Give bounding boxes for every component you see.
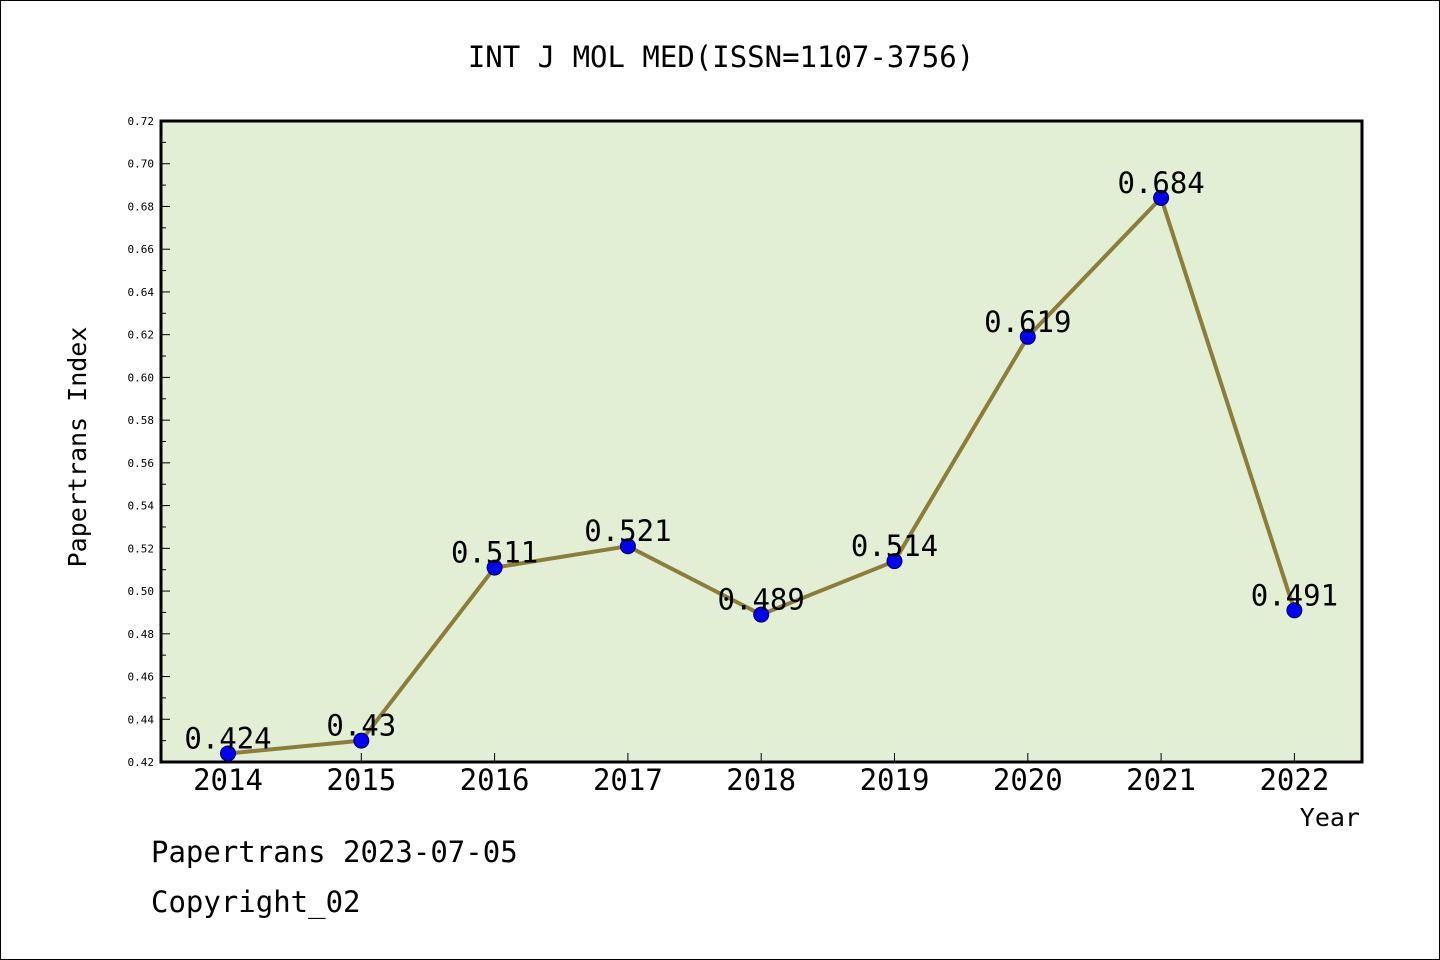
y-tick-label: 0.44: [128, 713, 155, 726]
data-label-2017: 0.521: [584, 514, 671, 548]
x-tick-label: 2017: [593, 763, 663, 797]
y-tick-label: 0.64: [128, 286, 155, 299]
y-tick-label: 0.50: [128, 585, 155, 598]
y-tick-label: 0.46: [128, 671, 155, 684]
data-point-2018: [753, 606, 770, 623]
data-label-2020: 0.619: [984, 305, 1071, 339]
chart-title: INT J MOL MED(ISSN=1107-3756): [468, 40, 974, 74]
data-point-2014: [220, 745, 236, 762]
data-label-2019: 0.514: [851, 529, 938, 563]
y-tick-label: 0.72: [128, 115, 155, 128]
series-markers: [220, 189, 1303, 762]
data-point-2020: [1019, 328, 1036, 345]
y-tick-label: 0.54: [128, 500, 155, 513]
data-point-2019: [886, 553, 903, 570]
data-label-2014: 0.424: [184, 721, 271, 755]
x-axis-ticks: 2014 2015 2016 2017 2018 2019 2020 2021 2022: [193, 753, 1329, 797]
data-label-2021: 0.684: [1117, 166, 1204, 200]
y-tick-label: 0.68: [128, 200, 155, 213]
x-tick-label: 2022: [1259, 763, 1329, 797]
data-point-2022: [1286, 602, 1303, 619]
data-point-2021: [1153, 189, 1170, 206]
footer-copyright: Copyright_02: [151, 885, 361, 919]
y-axis-label: Papertrans Index: [63, 327, 92, 568]
y-tick-label: 0.66: [128, 243, 155, 256]
data-labels: 0.424 0.43 0.511 0.521 0.489 0.514 0.619 0.684 0…: [184, 166, 1338, 756]
x-tick-label: 2019: [860, 763, 930, 797]
y-tick-label: 0.48: [128, 628, 155, 641]
x-tick-label: 2014: [193, 763, 263, 797]
y-axis-ticks: 0.42 0.44 0.46 0.48 0.50 0.52 0.54 0.56 0.58 0.60…: [128, 115, 170, 769]
x-tick-label: 2016: [460, 763, 530, 797]
y-tick-label: 0.58: [128, 414, 155, 427]
y-tick-label: 0.42: [128, 756, 155, 769]
x-axis-label: Year: [1300, 803, 1360, 832]
data-label-2018: 0.489: [718, 583, 805, 617]
footer-date: Papertrans 2023-07-05: [151, 835, 518, 869]
x-tick-label: 2018: [726, 763, 796, 797]
data-point-2016: [486, 559, 503, 576]
y-tick-label: 0.56: [128, 457, 155, 470]
y-tick-label: 0.52: [128, 542, 155, 555]
y-tick-label: 0.70: [128, 158, 155, 171]
data-point-2017: [619, 538, 636, 555]
data-label-2022: 0.491: [1251, 578, 1338, 612]
data-label-2015: 0.43: [326, 709, 396, 743]
data-point-2015: [353, 732, 370, 749]
x-tick-label: 2021: [1126, 763, 1196, 797]
y-tick-label: 0.62: [128, 329, 155, 342]
data-label-2016: 0.511: [451, 536, 538, 570]
y-tick-label: 0.60: [128, 371, 155, 384]
plot-area: [159, 119, 1364, 764]
x-tick-label: 2020: [993, 763, 1063, 797]
x-tick-label: 2015: [326, 763, 396, 797]
